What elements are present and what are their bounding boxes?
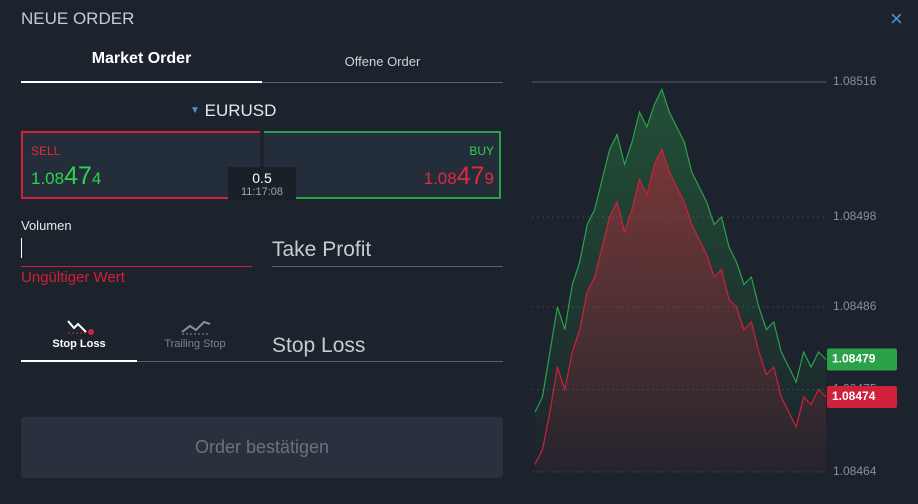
- title: NEUE ORDER: [21, 9, 135, 28]
- y-tick-label: 1.08464: [833, 464, 877, 478]
- trailing-icon: [181, 320, 211, 335]
- price-part: 1.08: [423, 169, 457, 188]
- divider: [260, 131, 264, 168]
- tab-trailing[interactable]: Trailing Stop: [164, 338, 226, 350]
- price-tag-label: 1.08474: [832, 389, 876, 403]
- price-line: [534, 87, 827, 413]
- stop-icon: [67, 320, 94, 335]
- symbol-select[interactable]: ▼ EURUSD: [190, 101, 276, 121]
- price-part: 4: [91, 169, 102, 188]
- price-part: 47: [64, 162, 92, 190]
- buy-box[interactable]: [262, 131, 501, 199]
- price-tag: [827, 386, 897, 408]
- submit-button[interactable]: Order bestätigen: [21, 417, 503, 478]
- sell-box[interactable]: [21, 131, 260, 199]
- error: Ungültiger Wert: [21, 269, 125, 286]
- sell-label: SELL: [31, 144, 61, 158]
- symbol: EURUSD: [204, 101, 277, 120]
- dropdown-arrow: ▼: [190, 105, 200, 116]
- price-tag-label: 1.08479: [832, 352, 876, 366]
- buy-price: 1.08479: [424, 162, 494, 191]
- close-button[interactable]: ×: [890, 6, 903, 31]
- stop-underline: [21, 360, 137, 362]
- y-tick-label: 1.08498: [833, 209, 877, 223]
- spread: 0.5: [252, 170, 272, 186]
- price-part: 9: [484, 169, 494, 188]
- cursor: [21, 238, 22, 258]
- area: [535, 149, 826, 472]
- tab-line: [262, 82, 503, 83]
- time: 11:17:08: [240, 186, 283, 198]
- sell-price: 1.08474: [31, 162, 101, 191]
- y-tick-label: 1.08516: [833, 74, 877, 88]
- volume-label: Volumen: [21, 218, 72, 233]
- y-tick-label: 1.08486: [833, 299, 877, 313]
- price-line: [534, 147, 827, 465]
- take-profit[interactable]: Take Profit: [272, 238, 372, 261]
- buy-label: BUY: [469, 144, 494, 158]
- price-part: 47: [456, 162, 485, 190]
- tab-underline: [21, 81, 262, 83]
- chart: 1.084641.084751.084861.084981.085161.084…: [532, 74, 897, 478]
- volume-input[interactable]: [21, 266, 252, 267]
- spread-box: 0.5 11:17:08: [228, 167, 296, 200]
- stop-loss[interactable]: Stop Loss: [272, 334, 366, 357]
- tp-line: [272, 266, 503, 267]
- tab-market[interactable]: Market Order: [91, 50, 192, 67]
- stop-line: [137, 361, 503, 362]
- price-tag: [827, 348, 897, 371]
- tab-stoploss[interactable]: Stop Loss: [52, 338, 106, 350]
- tab-pending[interactable]: Offene Order: [344, 54, 421, 69]
- price-part: 1.08: [31, 169, 65, 188]
